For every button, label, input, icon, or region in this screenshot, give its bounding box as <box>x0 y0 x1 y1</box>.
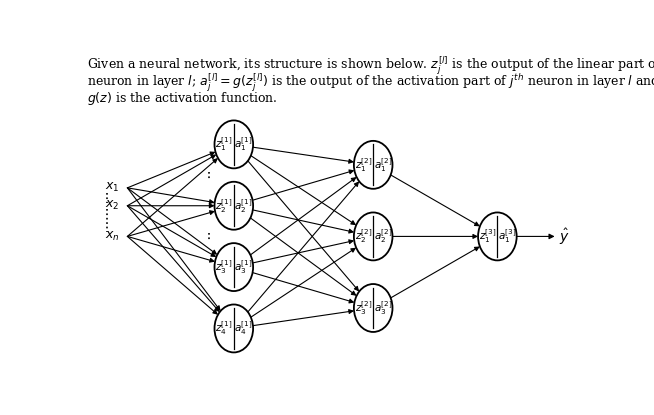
Text: $a_3^{[2]}$: $a_3^{[2]}$ <box>373 299 392 317</box>
Text: $x_1$: $x_1$ <box>105 181 120 194</box>
Ellipse shape <box>215 243 253 291</box>
Text: $a_1^{[3]}$: $a_1^{[3]}$ <box>498 227 516 245</box>
Text: $a_2^{[2]}$: $a_2^{[2]}$ <box>373 227 392 245</box>
Ellipse shape <box>478 212 517 260</box>
Text: $x_2$: $x_2$ <box>105 199 120 212</box>
Text: $z_3^{[2]}$: $z_3^{[2]}$ <box>354 299 372 317</box>
Ellipse shape <box>215 305 253 352</box>
Text: $z_2^{[2]}$: $z_2^{[2]}$ <box>354 227 372 245</box>
Text: $a_1^{[1]}$: $a_1^{[1]}$ <box>234 135 252 153</box>
Text: $z_2^{[1]}$: $z_2^{[1]}$ <box>215 197 233 215</box>
Text: $a_4^{[1]}$: $a_4^{[1]}$ <box>234 320 252 337</box>
Text: $a_2^{[1]}$: $a_2^{[1]}$ <box>234 197 252 215</box>
Ellipse shape <box>354 212 392 260</box>
Text: $z_1^{[2]}$: $z_1^{[2]}$ <box>354 156 372 174</box>
Ellipse shape <box>215 120 253 168</box>
Ellipse shape <box>215 182 253 230</box>
Text: $z_1^{[1]}$: $z_1^{[1]}$ <box>215 135 233 153</box>
Ellipse shape <box>354 141 392 189</box>
Ellipse shape <box>354 284 392 332</box>
Text: $z_3^{[1]}$: $z_3^{[1]}$ <box>215 258 233 276</box>
Text: Given a neural network, its structure is shown below. $z_j^{[l]}$ is the output : Given a neural network, its structure is… <box>87 55 654 77</box>
Text: $z_1^{[3]}$: $z_1^{[3]}$ <box>479 227 496 245</box>
Text: $\hat{y}$: $\hat{y}$ <box>559 226 570 247</box>
Text: $g(z)$ is the activation function.: $g(z)$ is the activation function. <box>87 90 277 107</box>
Text: $a_3^{[1]}$: $a_3^{[1]}$ <box>234 258 252 276</box>
Text: $x_n$: $x_n$ <box>105 230 120 243</box>
Text: $z_4^{[1]}$: $z_4^{[1]}$ <box>215 320 233 337</box>
Text: neuron in layer $l$; $a_j^{[l]} = g(z_j^{[l]})$ is the output of the activation : neuron in layer $l$; $a_j^{[l]} = g(z_j^… <box>87 72 654 94</box>
Text: $a_1^{[2]}$: $a_1^{[2]}$ <box>373 156 392 174</box>
